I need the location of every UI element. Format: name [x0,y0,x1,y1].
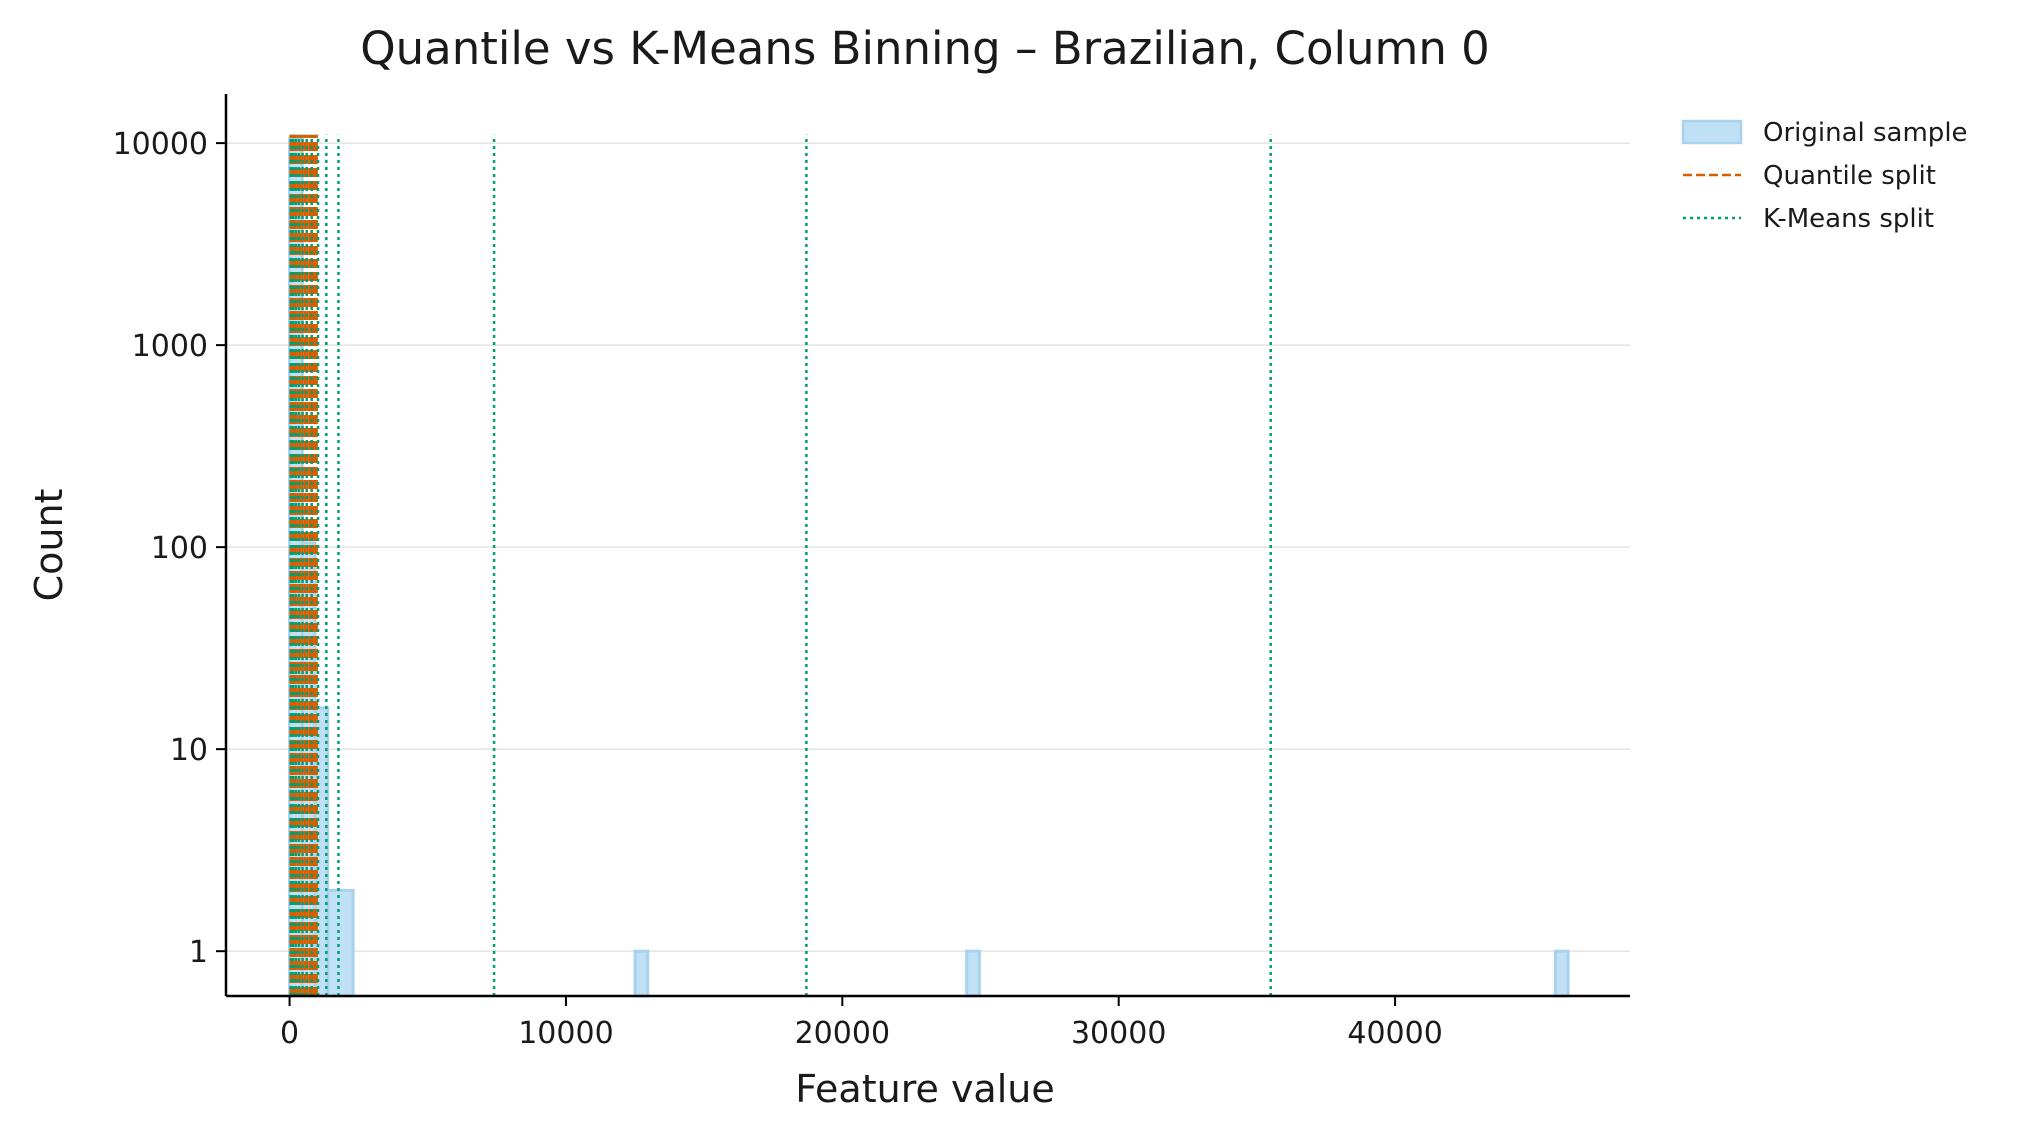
legend-label: K-Means split [1763,204,1934,234]
histogram-bar [965,949,981,998]
x-tick-label: 0 [280,1016,299,1051]
y-tick-label: 10000 [113,127,208,162]
y-axis-label: Count [27,489,71,602]
y-gridlines [226,142,1630,952]
x-tick-label: 10000 [518,1016,613,1051]
histogram-bar [326,888,355,998]
split-lines [289,134,1272,996]
y-tick-label: 1000 [132,329,208,364]
x-tick-label: 40000 [1347,1016,1442,1051]
legend-label: Quantile split [1763,161,1936,191]
legend-label: Original sample [1763,118,1968,148]
y-tick-label: 1 [189,935,208,970]
histogram-bar [633,949,650,998]
legend: Original sample Quantile split K-Means spl… [1681,118,1968,234]
x-tick-label: 20000 [795,1016,890,1051]
x-tick-label: 30000 [1071,1016,1166,1051]
y-axis-ticks: 1 10 100 1000 10000 [113,127,226,970]
legend-swatch-original-sample [1681,119,1743,145]
legend-item: Quantile split [1683,161,1936,191]
y-tick-label: 100 [151,531,208,566]
legend-item: Original sample [1681,118,1968,148]
x-axis-label: Feature value [795,1067,1054,1111]
x-axis-ticks: 0 10000 20000 30000 40000 [280,996,1443,1051]
axes [224,94,1630,998]
histogram-bars [288,137,1570,998]
histogram-bar [1553,949,1570,998]
legend-item: K-Means split [1683,204,1934,234]
chart-title: Quantile vs K-Means Binning – Brazilian,… [360,22,1490,75]
y-tick-label: 10 [170,733,208,768]
